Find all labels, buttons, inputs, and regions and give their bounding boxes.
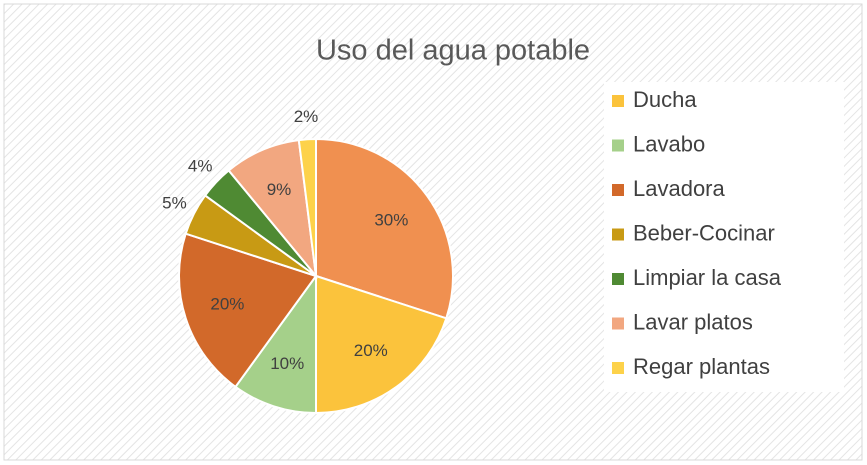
legend-label: Regar plantas	[633, 354, 770, 379]
data-label: 4%	[188, 157, 213, 176]
legend-label: Lavabo	[633, 131, 705, 156]
legend-label: Beber-Cocinar	[633, 220, 775, 245]
legend-swatch	[612, 317, 624, 330]
pie-slice	[234, 272, 317, 415]
legend-swatch	[612, 228, 624, 241]
data-label: 20%	[210, 294, 244, 313]
legend-swatch	[612, 95, 624, 107]
legend-label: Lavadora	[633, 176, 726, 201]
pie-slice	[178, 232, 318, 389]
legend-label: Ducha	[633, 87, 697, 112]
data-label: 2%	[294, 107, 319, 126]
pie-slice	[315, 274, 448, 415]
data-label: 20%	[354, 341, 388, 360]
pie-slice	[297, 137, 317, 277]
legend-swatch	[612, 273, 624, 285]
legend-label: Limpiar la casa	[633, 265, 782, 290]
legend-swatch	[612, 184, 624, 196]
legend-swatch	[612, 139, 624, 152]
legend-box	[604, 82, 844, 392]
data-label: 10%	[270, 354, 304, 373]
legend-swatch	[612, 362, 624, 374]
pie-slice	[315, 137, 454, 320]
chart-title: Uso del agua potable	[316, 35, 590, 67]
data-label: 30%	[374, 211, 408, 230]
data-label: 9%	[267, 180, 292, 199]
data-label: 5%	[162, 193, 187, 212]
legend-label: Lavar platos	[633, 309, 753, 334]
